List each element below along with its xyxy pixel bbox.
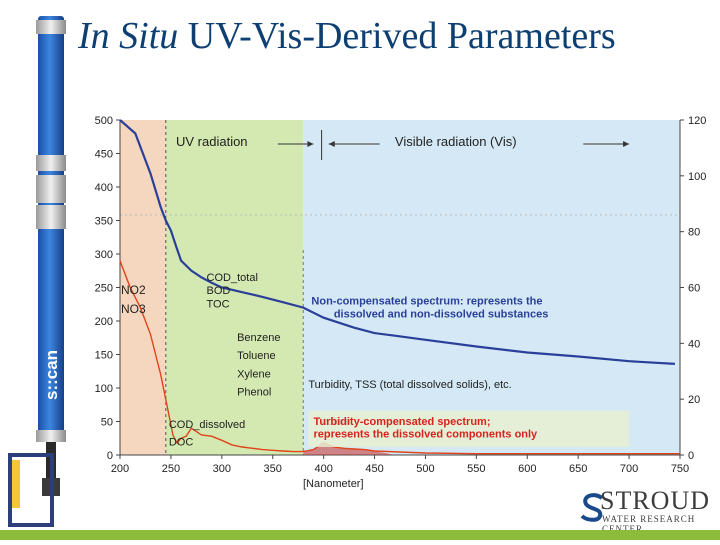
y-left-tick-label: 300 bbox=[95, 249, 113, 261]
bottom-accent-bar bbox=[0, 530, 720, 540]
x-tick-label: 200 bbox=[111, 463, 129, 475]
turbidity-label: Turbidity, TSS (total dissolved solids),… bbox=[308, 379, 511, 391]
y-right-tick-label: 40 bbox=[688, 338, 700, 350]
toluene-label: Toluene bbox=[237, 350, 276, 362]
doc-label: DOC bbox=[169, 437, 194, 449]
uv-arrow-head bbox=[307, 141, 314, 147]
y-left-tick-label: 250 bbox=[95, 283, 113, 295]
probe-brand: s::can bbox=[42, 350, 61, 400]
x-tick-label: 250 bbox=[162, 463, 180, 475]
x-tick-label: 500 bbox=[416, 463, 434, 475]
xylene-label: Xylene bbox=[237, 368, 271, 380]
x-axis-label: [Nanometer] bbox=[303, 478, 364, 490]
benzene-label: Benzene bbox=[237, 332, 280, 344]
phenol-label: Phenol bbox=[237, 386, 271, 398]
x-tick-label: 400 bbox=[314, 463, 332, 475]
y-right-tick-label: 120 bbox=[688, 115, 706, 127]
slide-title-italic: In Situ bbox=[78, 15, 179, 57]
y-left-tick-label: 50 bbox=[101, 417, 113, 429]
chart-svg: 0 50 100 150 200 250 300 350 400 450 500 0 20 40 60 80 1… bbox=[95, 115, 707, 490]
x-tick-label: 700 bbox=[620, 463, 638, 475]
probe-illustration: s::can bbox=[0, 0, 90, 540]
y-left-tick-label: 0 bbox=[107, 450, 113, 462]
y-right-tick-label: 20 bbox=[688, 394, 700, 406]
stroud-s-icon bbox=[580, 493, 604, 522]
y-left-tick-label: 400 bbox=[95, 182, 113, 194]
x-tick-label: 450 bbox=[365, 463, 383, 475]
y-left-tick-label: 500 bbox=[95, 115, 113, 127]
region-visible bbox=[303, 120, 680, 455]
compensated-curve bbox=[119, 260, 680, 455]
region-uv bbox=[120, 120, 166, 455]
slide-title: In Situ UV-Vis-Derived Parameters bbox=[78, 14, 718, 70]
vis-arrow-head bbox=[328, 141, 335, 147]
y-right-tick-label: 0 bbox=[688, 450, 694, 462]
x-tick-label: 300 bbox=[213, 463, 231, 475]
spectrum-chart: 0 50 100 150 200 250 300 350 400 450 500 0 20 40 60 80 1… bbox=[80, 100, 720, 500]
y-left-tick-label: 200 bbox=[95, 316, 113, 328]
compensated-label-line1: Turbidity-compensated spectrum; bbox=[313, 416, 490, 428]
compensated-label-line2: represents the dissolved components only bbox=[313, 429, 538, 441]
non-compensated-curve bbox=[119, 119, 675, 365]
cod-total-label: COD_total bbox=[207, 272, 258, 284]
bod-label: BOD bbox=[207, 285, 231, 297]
noncompensated-label-line2: dissolved and non-dissolved substances bbox=[334, 309, 549, 321]
compensated-label-box bbox=[308, 410, 630, 447]
x-tick-label: 550 bbox=[467, 463, 485, 475]
no3-label: NO3 bbox=[121, 302, 146, 316]
uv-radiation-label: UV radiation bbox=[176, 134, 248, 149]
x-tick-label: 600 bbox=[518, 463, 536, 475]
slide-title-rest: UV-Vis-Derived Parameters bbox=[178, 15, 616, 57]
toc-label: TOC bbox=[207, 299, 230, 311]
cod-dissolved-label: COD_dissolved bbox=[169, 419, 245, 431]
logo-subtitle: WATER RESEARCH CENTER bbox=[602, 514, 696, 534]
vis-arrow-right-head bbox=[623, 141, 630, 147]
y-right-tick-label: 60 bbox=[688, 283, 700, 295]
stroud-logo: STROUD WATER RESEARCH CENTER bbox=[580, 486, 720, 534]
noncompensated-label-line1: Non-compensated spectrum: represents the bbox=[311, 295, 542, 307]
no2-label: NO2 bbox=[121, 283, 146, 297]
y-left-tick-label: 450 bbox=[95, 149, 113, 161]
y-left-tick-label: 150 bbox=[95, 350, 113, 362]
y-left-tick-label: 350 bbox=[95, 216, 113, 228]
region-organics bbox=[165, 120, 304, 455]
y-right-tick-label: 100 bbox=[688, 171, 706, 183]
logo-name: STROUD bbox=[600, 486, 711, 515]
x-tick-label: 350 bbox=[264, 463, 282, 475]
vis-radiation-label: Visible radiation (Vis) bbox=[395, 134, 517, 149]
y-left-tick-label: 100 bbox=[95, 383, 113, 395]
x-tick-label: 650 bbox=[569, 463, 587, 475]
y-right-tick-label: 80 bbox=[688, 227, 700, 239]
x-tick-label: 750 bbox=[671, 463, 689, 475]
